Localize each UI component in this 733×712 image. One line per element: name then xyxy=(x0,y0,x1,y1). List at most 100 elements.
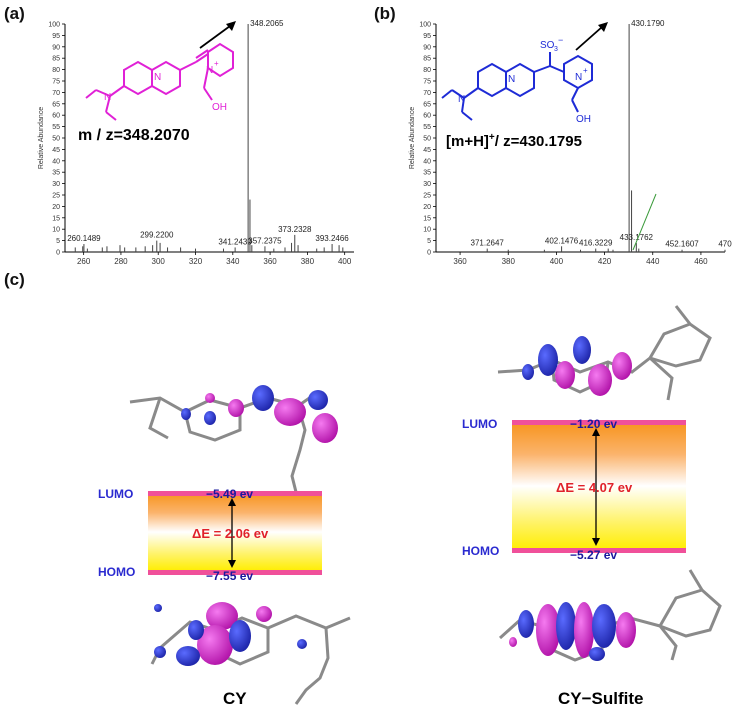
cy-amine-n: N xyxy=(104,92,111,103)
cy-molecule-name: CY xyxy=(223,689,247,708)
y-tick-label: 100 xyxy=(419,22,431,29)
sulfite-arrow-head xyxy=(598,22,608,32)
cy-homo-orbital xyxy=(150,602,351,705)
y-tick-label: 85 xyxy=(423,56,431,63)
cy-gap-arrow-down xyxy=(228,560,236,568)
y-tick-label: 15 xyxy=(423,215,431,222)
sulfite-homo-energy: −5.27 ev xyxy=(570,548,617,562)
sulfite-gap-arrow-up xyxy=(592,428,600,436)
cy-lumo-orbital xyxy=(129,385,338,493)
cy-structure-drawing xyxy=(85,42,234,121)
y-tick-label: 90 xyxy=(52,44,60,51)
y-tick-label: 20 xyxy=(52,204,60,211)
y-tick-label: 5 xyxy=(427,238,431,245)
x-tick-label: 340 xyxy=(226,257,240,266)
y-tick-label: 70 xyxy=(52,90,60,97)
y-tick-label: 10 xyxy=(423,227,431,234)
x-tick-label: 320 xyxy=(189,257,203,266)
sulfite-lumo-level xyxy=(512,420,686,425)
sulfite-oh: OH xyxy=(576,114,591,125)
cy-oh: OH xyxy=(212,102,227,113)
sulfite-lumo-energy: −1.20 ev xyxy=(570,417,617,431)
panel-label-c: (c) xyxy=(4,270,25,289)
peak-label: 393.2466 xyxy=(315,234,349,243)
y-tick-label: 50 xyxy=(423,136,431,143)
y-tick-label: 75 xyxy=(52,79,60,86)
sulfite-pyridinium-n: N xyxy=(575,72,582,83)
sulfite-ring-n: N xyxy=(508,74,515,85)
x-tick-label: 440 xyxy=(646,257,660,266)
ms-chart-cy-sulfite: 0 5 10 15 20 25 30 35 40 45 50 55 60 65 70 75 80 85 90 95 10… xyxy=(409,19,732,266)
sulfite-homo-level xyxy=(512,548,686,553)
cy-quinoline-ring-2 xyxy=(151,60,181,96)
sulfite-structure-drawing xyxy=(441,52,593,121)
peak-label: 416.3229 xyxy=(579,239,613,248)
cy-quinoline-ring-1 xyxy=(123,60,153,96)
y-tick-label: 0 xyxy=(56,250,60,257)
y-tick-label: 80 xyxy=(423,67,431,74)
panel-label-b: (b) xyxy=(374,4,396,23)
cy-ring-n: N xyxy=(154,72,161,83)
peak-label: 348.2065 xyxy=(250,19,284,28)
cy-arrow-head xyxy=(226,21,236,31)
x-tick-label: 400 xyxy=(550,257,564,266)
sulfite-quinoline-ring-1 xyxy=(477,62,507,98)
y-tick-label: 25 xyxy=(52,193,60,200)
peak-label: 373.2328 xyxy=(278,225,312,234)
x-tick-label: 460 xyxy=(694,257,708,266)
sulfite-homo-orbital xyxy=(498,569,722,662)
y-axis-label: Relative Abundance xyxy=(38,107,45,169)
y-tick-label: 45 xyxy=(423,147,431,154)
sulfite-so3-subscript: 3 xyxy=(554,46,558,53)
y-tick-label: 25 xyxy=(423,193,431,200)
sulfite-lumo-orbital xyxy=(497,305,712,401)
sulfite-lumo-label: LUMO xyxy=(462,417,497,431)
sulfite-so3: SO xyxy=(540,40,555,51)
sulfite-gap-label: ΔE = 4.07 ev xyxy=(556,480,633,495)
y-tick-label: 60 xyxy=(423,113,431,120)
x-tick-label: 280 xyxy=(114,257,128,266)
peak-label: 402.1476 xyxy=(545,236,579,245)
x-tick-label: 300 xyxy=(152,257,166,266)
peak-label: 470 xyxy=(718,240,732,249)
sulfite-quinoline-ring-2 xyxy=(505,62,535,98)
cy-gap-label: ΔE = 2.06 ev xyxy=(192,526,269,541)
y-tick-label: 10 xyxy=(52,227,60,234)
sulfite-peak-arrow xyxy=(575,26,603,51)
sulfite-gap-gradient xyxy=(512,422,686,550)
sulfite-molecule-name: CY−Sulfite xyxy=(558,689,644,708)
x-tick-label: 380 xyxy=(502,257,516,266)
cy-mz-annotation: m / z=348.2070 xyxy=(78,127,190,144)
y-tick-label: 55 xyxy=(52,124,60,131)
y-axis-label: Relative Abundance xyxy=(409,107,416,169)
cy-homo-level xyxy=(148,570,322,575)
y-tick-label: 85 xyxy=(52,56,60,63)
y-tick-label: 30 xyxy=(423,181,431,188)
cy-gap-arrow-up xyxy=(228,498,236,506)
x-tick-label: 360 xyxy=(263,257,277,266)
y-tick-label: 45 xyxy=(52,147,60,154)
y-tick-label: 100 xyxy=(48,22,60,29)
y-tick-label: 60 xyxy=(52,113,60,120)
y-tick-label: 40 xyxy=(423,158,431,165)
cy-homo-energy: −7.55 ev xyxy=(206,569,253,583)
cy-pyridinium-n: N xyxy=(206,65,213,76)
cy-lumo-energy: −5.49 ev xyxy=(206,487,253,501)
peak-label: 341.2430 xyxy=(218,237,252,246)
peak-label: 433.1762 xyxy=(620,233,654,242)
sulfite-gap-arrow-down xyxy=(592,538,600,546)
y-tick-label: 65 xyxy=(52,101,60,108)
sulfite-homo-label: HOMO xyxy=(462,544,499,558)
peak-label: 299.2200 xyxy=(140,231,174,240)
sulfite-amine-n: N xyxy=(458,94,465,105)
y-tick-label: 50 xyxy=(52,136,60,143)
y-tick-label: 95 xyxy=(52,33,60,40)
cy-pyridinium-plus: + xyxy=(214,59,219,68)
y-tick-label: 35 xyxy=(52,170,60,177)
y-tick-label: 15 xyxy=(52,215,60,222)
y-tick-label: 75 xyxy=(423,79,431,86)
x-tick-label: 360 xyxy=(453,257,467,266)
ms-chart-cy: 0 5 10 15 20 25 30 35 40 45 50 55 60 65 70 75 80 85 90 95 10… xyxy=(38,19,354,266)
y-tick-label: 5 xyxy=(56,238,60,245)
sulfite-mz-annotation: [m+H]+/ z=430.1795 xyxy=(446,132,582,150)
